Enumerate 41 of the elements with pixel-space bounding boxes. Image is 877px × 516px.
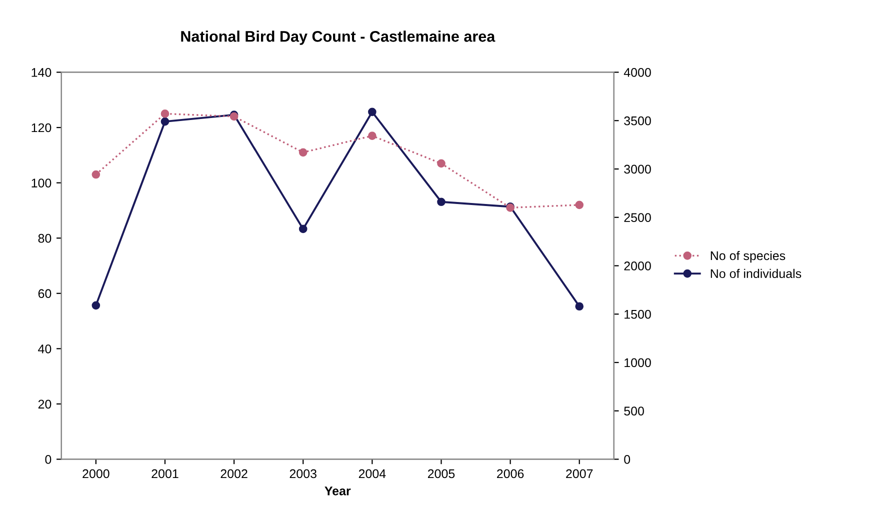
- point: [575, 302, 584, 311]
- legend-label: No of species: [710, 250, 786, 263]
- y2-tick-label: 1500: [624, 310, 651, 319]
- point: [92, 170, 100, 179]
- x-tick-label: 2001: [152, 469, 178, 478]
- point: [298, 148, 308, 157]
- y2-tick-label: 500: [624, 406, 644, 416]
- y-tick-label: 140: [32, 68, 52, 77]
- point: [368, 108, 376, 116]
- point: [298, 224, 308, 234]
- x-axis-title: Year: [324, 486, 351, 496]
- point: [437, 159, 446, 168]
- y2-tick-label: 2000: [624, 262, 651, 270]
- x-tick-label: 2005: [428, 469, 455, 478]
- x-tick-label: 2004: [358, 469, 386, 478]
- y2-tick-label: 2500: [624, 213, 651, 222]
- y-tick-label: 100: [32, 178, 52, 188]
- x-tick-label: 2006: [497, 469, 524, 478]
- y-tick-label: 80: [38, 234, 52, 243]
- x-tick-label: 2007: [566, 469, 593, 478]
- y-tick-label: 120: [32, 123, 52, 132]
- y2-tick-label: 1000: [624, 358, 651, 368]
- legend-label: No of individuals: [710, 268, 802, 278]
- point: [437, 198, 446, 206]
- y2-tick-label: 0: [624, 455, 630, 464]
- x-tick-label: 2002: [220, 469, 248, 478]
- y2-tick-label: 3000: [624, 164, 651, 174]
- y-tick-label: 40: [38, 344, 52, 354]
- y2-tick-label: 4000: [624, 68, 651, 77]
- y2-tick-label: 3500: [624, 116, 651, 126]
- point: [368, 132, 376, 140]
- x-tick-label: 2003: [290, 469, 316, 478]
- y-tick-label: 0: [45, 455, 52, 464]
- y-tick-label: 20: [38, 400, 52, 409]
- point: [160, 117, 170, 126]
- point: [160, 110, 170, 118]
- x-tick-label: 2000: [82, 469, 110, 478]
- point: [92, 301, 100, 310]
- chart-title: National Bird Day Count - Castlemaine area: [181, 30, 496, 45]
- y-tick-label: 60: [38, 289, 52, 298]
- point: [575, 200, 584, 210]
